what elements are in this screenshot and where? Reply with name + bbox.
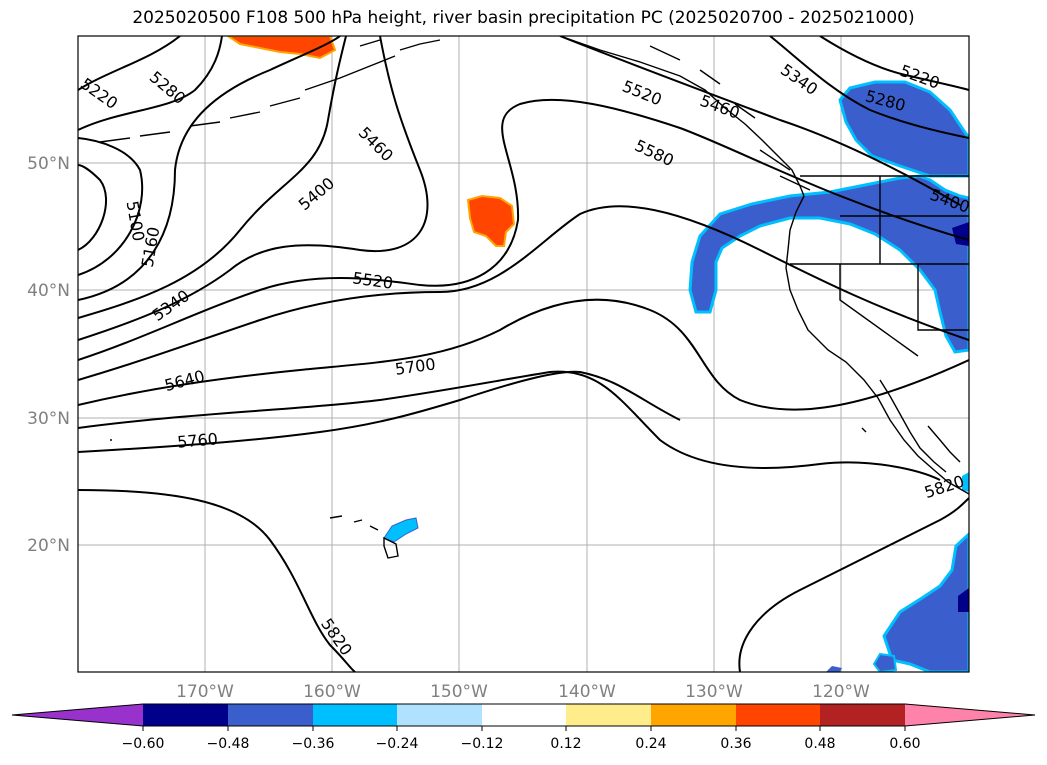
colorbar-swatch: [820, 704, 905, 726]
lat-label: 40°N: [27, 281, 70, 301]
lon-label: 170°W: [176, 682, 234, 702]
colorbar-tick-label: −0.12: [461, 736, 504, 752]
colorbar-tick-label: 0.48: [804, 736, 835, 752]
colorbar-swatch: [228, 704, 313, 726]
colorbar-swatch: [482, 704, 566, 726]
colorbar-extend-high: [905, 704, 1035, 726]
lat-label: 50°N: [27, 154, 70, 174]
coastlines: [99, 36, 969, 559]
colorbar-tick-label: 0.24: [635, 736, 666, 752]
lon-label: 140°W: [558, 682, 616, 702]
plot-frame: [77, 35, 970, 673]
map-title: 2025020500 F108 500 hPa height, river ba…: [132, 8, 915, 28]
colorbar-swatch: [397, 704, 482, 726]
lat-label: 30°N: [27, 409, 70, 429]
lat-axis: 50°N 40°N 30°N 20°N: [27, 154, 70, 556]
lat-label: 20°N: [27, 536, 70, 556]
colorbar-swatch: [736, 704, 820, 726]
colorbar-tick-label: −0.36: [292, 736, 335, 752]
colorbar-swatch: [566, 704, 651, 726]
plot-area: [78, 36, 969, 672]
colorbar-tick-label: 0.12: [550, 736, 581, 752]
colorbar: [11, 703, 1036, 727]
colorbar-tick-label: 0.36: [720, 736, 751, 752]
lon-label: 130°W: [685, 682, 743, 702]
colorbar-tick-label: 0.60: [889, 736, 920, 752]
colorbar-ticks: −0.60 −0.48 −0.36 −0.24 −0.12 0.12 0.24 0.36 0.4…: [122, 726, 921, 752]
lon-label: 160°W: [303, 682, 361, 702]
height-contours: [78, 36, 969, 672]
lon-axis: 170°W 160°W 150°W 140°W 130°W 120°W: [176, 682, 870, 702]
colorbar-swatch: [143, 704, 228, 726]
colorbar-swatch: [313, 704, 397, 726]
lon-label: 120°W: [812, 682, 870, 702]
colorbar-tick-label: −0.24: [376, 736, 419, 752]
colorbar-tick-label: −0.48: [207, 736, 250, 752]
colorbar-swatch: [651, 704, 736, 726]
colorbar-tick-label: −0.60: [122, 736, 165, 752]
contour-label: 5760: [176, 429, 218, 451]
colorbar-extend-low: [12, 704, 143, 726]
lon-label: 150°W: [430, 682, 488, 702]
